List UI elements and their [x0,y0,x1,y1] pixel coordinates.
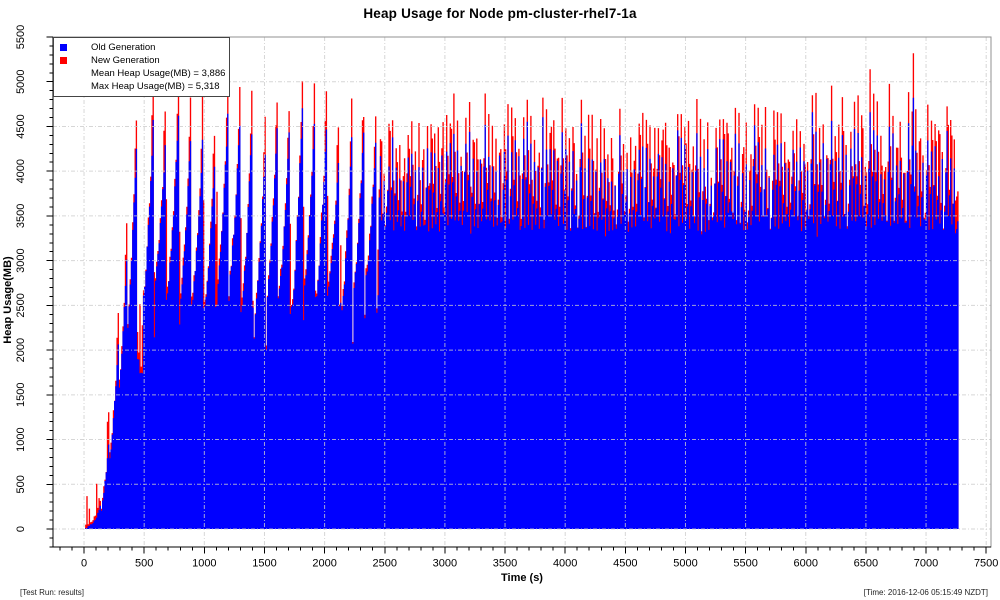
tick-labels: 0 500 1000 1500 2000 2500 3000 3500 4000 4500 5000… [15,25,998,570]
svg-text:3000: 3000 [15,248,27,272]
svg-text:4000: 4000 [553,558,577,570]
svg-text:6000: 6000 [794,558,818,570]
svg-text:2500: 2500 [373,558,397,570]
svg-text:7000: 7000 [914,558,938,570]
legend-label-old-generation: Old Generation [91,42,156,53]
chart-title: Heap Usage for Node pm-cluster-rhel7-1a [363,6,637,21]
old-generation-series [85,97,959,529]
y-axis-title: Heap Usage(MB) [2,256,14,344]
svg-text:0: 0 [15,526,27,532]
svg-text:5500: 5500 [15,25,27,49]
legend-stat-mean: Mean Heap Usage(MB) = 3,886 [54,67,229,80]
svg-text:5000: 5000 [673,558,697,570]
footer-right: [Time: 2016-12-06 05:15:49 NZDT] [863,588,988,597]
legend-swatch-new-generation-icon [60,57,67,64]
svg-text:2500: 2500 [15,293,27,317]
svg-text:5000: 5000 [15,69,27,93]
legend-stat-max: Max Heap Usage(MB) = 5,318 [54,80,229,93]
svg-text:3000: 3000 [433,558,457,570]
svg-text:4500: 4500 [613,558,637,570]
svg-text:3500: 3500 [15,204,27,228]
svg-text:0: 0 [81,558,87,570]
svg-text:1500: 1500 [15,383,27,407]
svg-text:4500: 4500 [15,114,27,138]
svg-text:1000: 1000 [192,558,216,570]
svg-text:5500: 5500 [733,558,757,570]
legend-stat-max-text: Max Heap Usage(MB) = 5,318 [91,81,220,92]
svg-text:2000: 2000 [312,558,336,570]
svg-text:500: 500 [135,558,153,570]
svg-text:1500: 1500 [252,558,276,570]
axes [52,36,992,548]
svg-text:7500: 7500 [974,558,998,570]
legend-row-old-generation: Old Generation [54,41,229,54]
legend-box: Old Generation New Generation Mean Heap … [53,37,230,97]
legend-label-new-generation: New Generation [91,55,160,66]
legend-stat-mean-text: Mean Heap Usage(MB) = 3,886 [91,68,226,79]
svg-text:2000: 2000 [15,338,27,362]
svg-text:3500: 3500 [493,558,517,570]
svg-text:500: 500 [15,475,27,493]
svg-text:4000: 4000 [15,159,27,183]
legend-row-new-generation: New Generation [54,54,229,67]
svg-text:1000: 1000 [15,427,27,451]
series-bars [85,53,959,529]
legend-swatch-old-generation-icon [60,44,67,51]
tick-marks [46,36,987,554]
svg-text:6500: 6500 [854,558,878,570]
footer-left: [Test Run: results] [20,588,85,597]
x-axis-title: Time (s) [501,572,543,584]
